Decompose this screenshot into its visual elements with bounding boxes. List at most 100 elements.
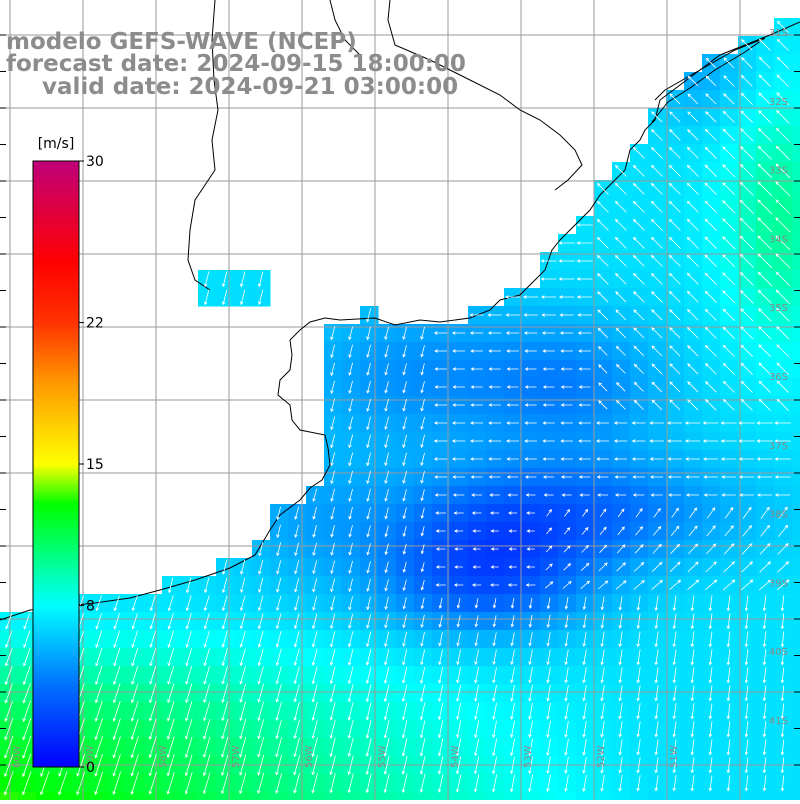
wind-arrow (739, 271, 754, 286)
wind-arrow (130, 754, 139, 777)
wind-arrow (684, 421, 701, 425)
wind-arrow (293, 719, 300, 740)
wind-arrow (470, 457, 484, 461)
wind-arrow (167, 648, 174, 667)
wind-arrow (741, 561, 754, 573)
wind-arrow (636, 775, 641, 792)
wind-arrow (419, 738, 426, 757)
wind-arrow (366, 631, 372, 648)
wind-arrow (384, 434, 389, 449)
speed-cell (378, 792, 397, 804)
wind-arrow (759, 561, 771, 573)
wind-arrow (402, 543, 407, 555)
speed-cell (540, 792, 559, 804)
wind-arrow (435, 565, 446, 569)
wind-arrow (455, 738, 462, 757)
speed-cell (792, 144, 800, 163)
wind-arrow (434, 493, 447, 497)
wind-arrow (704, 164, 718, 178)
wind-arrow (506, 421, 519, 425)
wind-arrow (384, 596, 389, 611)
wind-arrow (617, 508, 625, 518)
wind-arrow (778, 506, 788, 520)
wind-arrow (686, 236, 699, 249)
wind-arrow (293, 613, 300, 630)
wind-arrow (348, 560, 353, 574)
wind-arrow (488, 475, 501, 479)
wind-arrow (564, 614, 569, 629)
wind-arrow (455, 756, 462, 775)
wind-arrow (383, 666, 390, 684)
wind-arrow (402, 525, 407, 538)
wind-arrow (687, 345, 699, 357)
wind-arrow (221, 666, 228, 685)
speed-cell (756, 792, 775, 804)
speed-cell (324, 792, 343, 804)
wind-arrow (456, 720, 462, 739)
wind-arrow (293, 666, 300, 685)
wind-arrow (688, 525, 698, 537)
wind-arrow (722, 236, 736, 250)
wind-arrow (402, 399, 407, 412)
wind-arrow (744, 721, 749, 738)
wind-arrow (490, 547, 499, 551)
wind-arrow (330, 380, 335, 395)
wind-arrow (774, 439, 791, 443)
wind-arrow (780, 595, 785, 612)
wind-arrow (492, 756, 498, 775)
wind-arrow (508, 511, 518, 515)
wind-arrow (470, 385, 483, 389)
wind-arrow (524, 385, 537, 389)
wind-arrow (741, 39, 753, 51)
wind-arrow (366, 308, 372, 323)
wind-arrow (702, 439, 719, 443)
wind-arrow (599, 544, 608, 554)
wind-arrow (636, 685, 641, 702)
wind-arrow (202, 754, 211, 777)
wind-arrow (257, 719, 264, 740)
wind-arrow (420, 381, 425, 394)
wind-arrow (668, 164, 681, 177)
wind-arrow (599, 526, 607, 535)
wind-arrow (275, 630, 282, 648)
wind-arrow (722, 344, 735, 357)
wind-arrow (722, 128, 736, 142)
wind-arrow (258, 577, 264, 593)
speed-cell (594, 792, 613, 804)
wind-arrow (690, 775, 695, 792)
speed-cell (108, 792, 127, 804)
speed-cell (234, 792, 253, 804)
wind-arrow (401, 684, 408, 703)
wind-arrow (510, 738, 515, 757)
wind-arrow (562, 580, 572, 589)
wind-arrow (720, 421, 737, 425)
wind-arrow (705, 93, 717, 105)
wind-arrow (706, 507, 716, 519)
wind-arrow (546, 756, 551, 775)
wind-arrow (420, 544, 425, 555)
wind-arrow (470, 403, 483, 407)
wind-arrow (401, 755, 408, 775)
wind-arrow (402, 416, 407, 430)
wind-arrow (563, 545, 571, 553)
speed-cell (90, 792, 109, 804)
wind-arrow (348, 380, 353, 394)
wind-arrow (654, 595, 659, 612)
wind-arrow (330, 452, 336, 467)
wind-arrow (540, 277, 557, 281)
wind-arrow (526, 547, 535, 551)
wind-arrow (401, 773, 408, 794)
wind-arrow (685, 457, 700, 461)
speed-cell (792, 108, 800, 127)
speed-cell (792, 36, 800, 55)
wind-arrow (687, 309, 699, 321)
wind-arrow (348, 470, 353, 485)
wind-arrow (488, 439, 502, 443)
wind-arrow (383, 684, 390, 703)
wind-arrow (347, 755, 354, 776)
wind-arrow (633, 255, 645, 267)
wind-arrow (240, 289, 246, 306)
wind-arrow (669, 111, 681, 123)
wind-arrow (488, 349, 501, 353)
wind-arrow (221, 772, 229, 795)
